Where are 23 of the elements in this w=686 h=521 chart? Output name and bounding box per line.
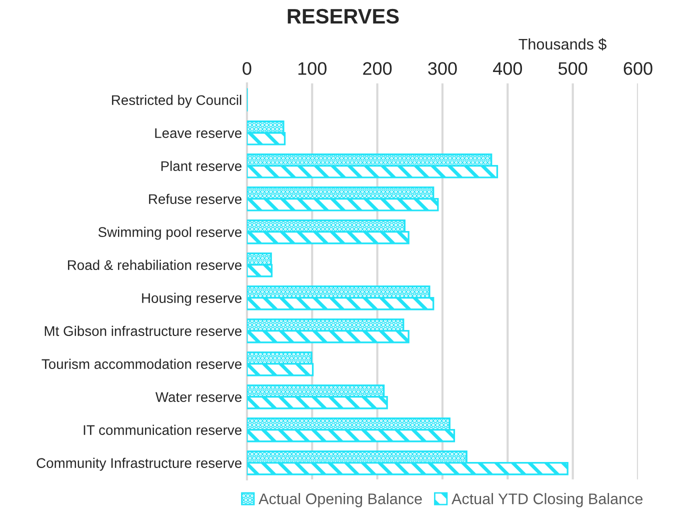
x-tick-label: 500 [558, 62, 588, 75]
y-tick-label: Water reserve [155, 392, 242, 402]
y-tick-label: Plant reserve [161, 160, 242, 172]
x-tick-label: 0 [242, 62, 252, 75]
x-tick-label: 200 [363, 62, 392, 75]
x-tick-label: 300 [428, 62, 457, 75]
y-tick-label: Community Infrastructure reserve [36, 458, 242, 471]
y-tick-label: Mt Gibson infrastructure reserve [44, 326, 242, 336]
y-tick-label: Housing reserve [142, 292, 242, 306]
y-tick-label: Refuse reserve [149, 194, 242, 204]
x-tick-label: 100 [298, 62, 326, 75]
y-tick-label: Swimming pool reserve [98, 226, 242, 240]
legend-label: Actual YTD Closing Balance [452, 493, 642, 508]
x-tick-label: 400 [492, 62, 522, 75]
y-tick-label: Road & rehabiliation reserve [68, 260, 242, 270]
y-tick-label: Restricted by Council [112, 94, 242, 108]
y-tick-label: Leave reserve [155, 128, 242, 138]
x-tick-label: 600 [624, 62, 652, 75]
x-axis-title: Thousands $ [518, 38, 606, 51]
legend-label: Actual Opening Balance [258, 493, 422, 508]
chart-title: RESERVES [288, 8, 399, 24]
y-tick-label: IT communication reserve [84, 424, 242, 435]
y-tick-label: Tourism accommodation reserve [42, 358, 242, 369]
